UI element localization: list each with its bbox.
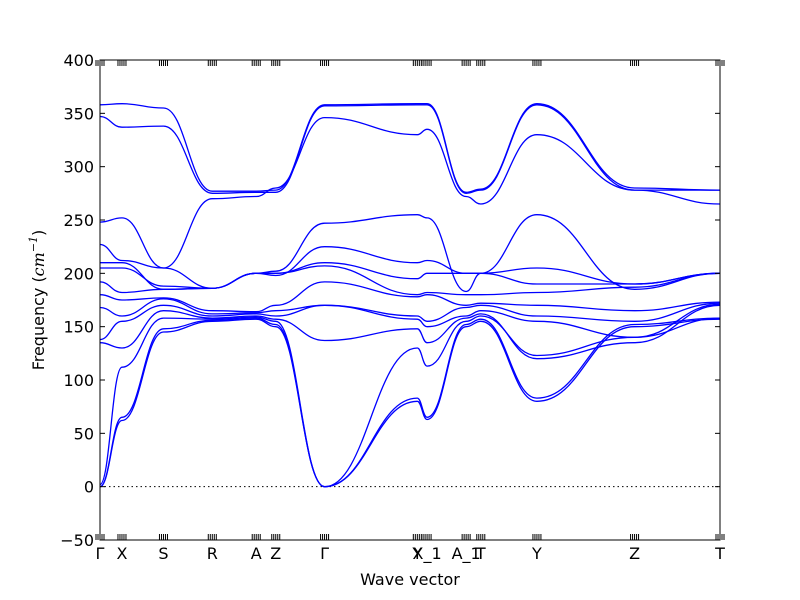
band-10 bbox=[100, 246, 721, 290]
x-tick-label: R bbox=[207, 544, 218, 563]
band-lines bbox=[99, 103, 721, 488]
x-tick-label: T bbox=[475, 544, 486, 563]
y-axis-label-suffix: ) bbox=[29, 230, 48, 236]
x-tick-label: A_1 bbox=[452, 544, 481, 564]
x-tick-label: A bbox=[251, 544, 262, 563]
y-tick-label: 300 bbox=[63, 158, 94, 177]
y-axis-label: Frequency (cm−1) bbox=[27, 230, 48, 371]
y-tick-label: 0 bbox=[84, 478, 94, 497]
band-2 bbox=[99, 317, 721, 488]
y-tick-label: 250 bbox=[63, 211, 94, 230]
band-4 bbox=[99, 304, 721, 360]
band-7 bbox=[99, 281, 721, 313]
x-tick-label: T bbox=[714, 544, 725, 563]
x-tick-label: X bbox=[116, 544, 127, 563]
y-tick-label: −50 bbox=[60, 531, 94, 550]
band-6 bbox=[99, 298, 721, 322]
plot-frame bbox=[99, 59, 721, 541]
x-tick-label: Z bbox=[270, 544, 281, 563]
band-3 bbox=[99, 315, 721, 488]
x-tick-label: Γ bbox=[320, 544, 329, 563]
y-tick-label: 350 bbox=[63, 104, 94, 123]
band-11 bbox=[99, 214, 721, 293]
x-axis-label: Wave vector bbox=[360, 570, 460, 589]
band-9 bbox=[100, 262, 721, 289]
x-tick-label: X_1 bbox=[413, 544, 442, 564]
y-tick-label: 100 bbox=[63, 371, 94, 390]
y-tick-label: 50 bbox=[74, 424, 94, 443]
x-tick-label: S bbox=[158, 544, 168, 563]
y-axis-ticks: −50 0 50 100 150 200 250 300 350 400 bbox=[60, 51, 720, 550]
x-tick-label: Y bbox=[411, 544, 422, 563]
y-axis-label-unit: cm bbox=[29, 252, 48, 276]
y-axis-label-prefix: Frequency ( bbox=[29, 276, 48, 370]
y-tick-label: 150 bbox=[63, 318, 94, 337]
x-tick-label: Γ bbox=[96, 544, 105, 563]
band-14 bbox=[99, 103, 721, 193]
band-5 bbox=[99, 303, 721, 341]
band-12 bbox=[99, 116, 721, 269]
y-tick-label: 400 bbox=[63, 51, 94, 70]
x-tick-label: Y bbox=[531, 544, 542, 563]
y-axis-label-exponent: −1 bbox=[27, 236, 40, 252]
band-13 bbox=[99, 104, 720, 194]
x-tick-label: Z bbox=[629, 544, 640, 563]
band-1 bbox=[99, 318, 721, 488]
y-tick-label: 200 bbox=[63, 264, 94, 283]
